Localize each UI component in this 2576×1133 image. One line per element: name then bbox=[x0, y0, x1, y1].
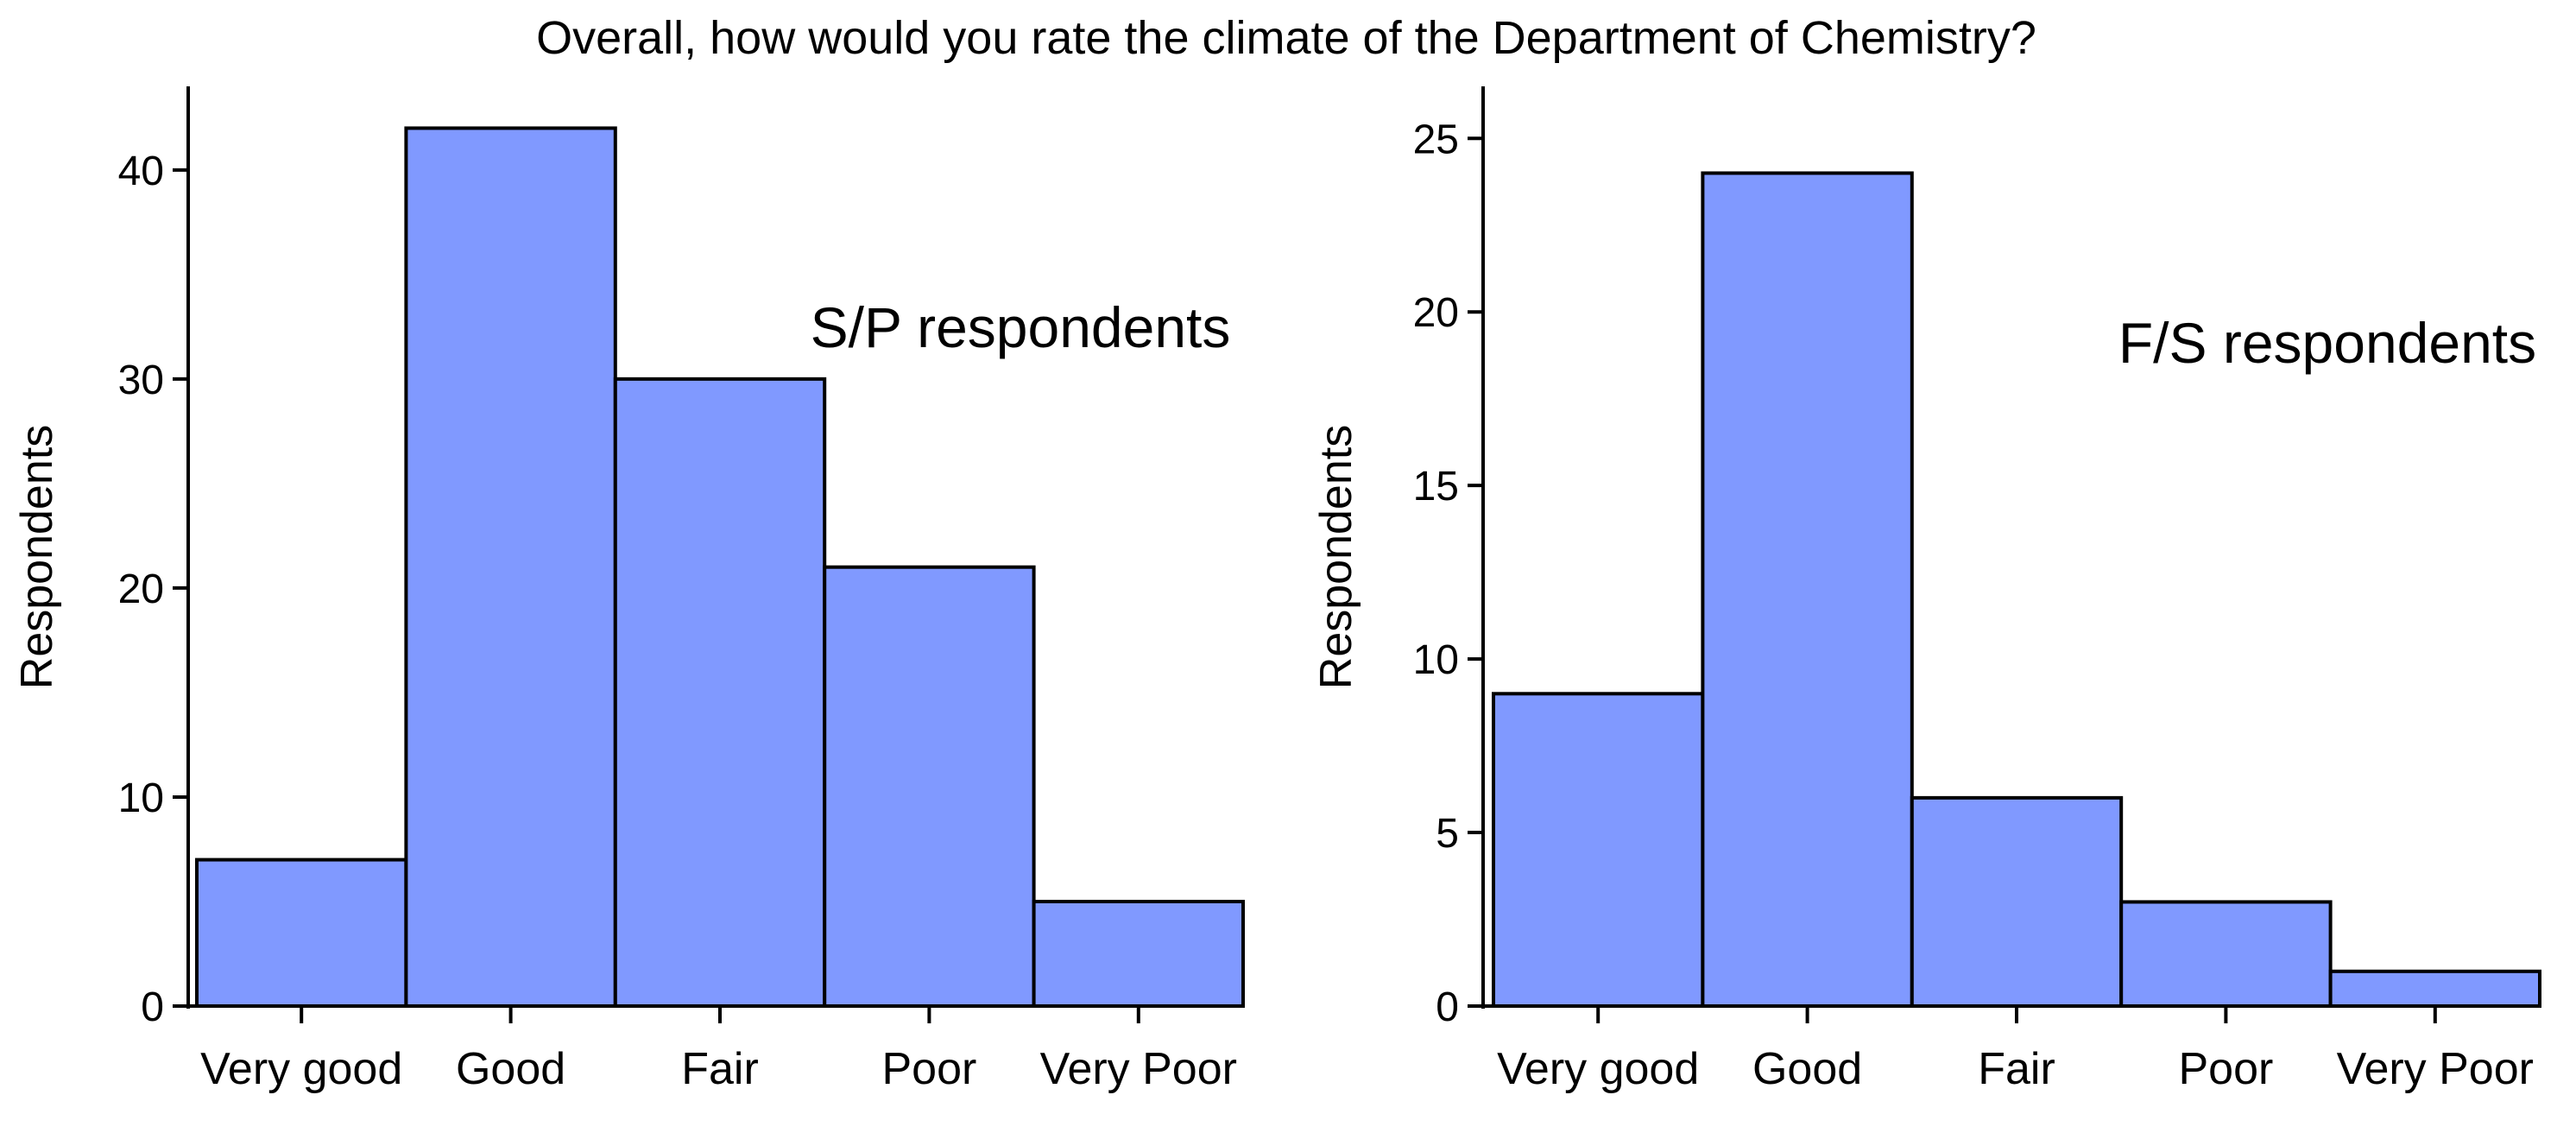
x-tick-label-sp: Very Poor bbox=[1040, 1044, 1237, 1094]
chart-panel-fs: F/S respondents Respondents 0 5 10 15 20 25 Ve… bbox=[1311, 86, 2542, 1094]
x-tick-label-fs: Very good bbox=[1497, 1044, 1699, 1094]
y-tick-label-sp: 10 bbox=[118, 775, 164, 821]
y-tick-label-fs: 25 bbox=[1413, 117, 1459, 162]
x-tick-label-sp: Fair bbox=[681, 1044, 759, 1094]
x-tick-label-fs: Fair bbox=[1978, 1044, 2055, 1094]
chart-panel-sp: S/P respondents Respondents 0 10 20 30 40 Ver… bbox=[12, 86, 1245, 1094]
bar-fs-poor bbox=[2119, 900, 2333, 1008]
panel-title-fs: F/S respondents bbox=[2118, 311, 2536, 375]
x-tick-label-sp: Very good bbox=[200, 1044, 402, 1094]
x-tick-label-sp: Poor bbox=[881, 1044, 976, 1094]
bar-sp-poor bbox=[823, 565, 1036, 1008]
y-tick-label-sp: 20 bbox=[118, 566, 164, 612]
y-tick-label-sp: 30 bbox=[118, 358, 164, 403]
x-tick-label-fs: Good bbox=[1752, 1044, 1862, 1094]
bar-fs-good bbox=[1701, 171, 1914, 1009]
y-tick-label-fs: 5 bbox=[1436, 811, 1459, 857]
bar-fs-fair bbox=[1910, 795, 2124, 1008]
y-tick-label-fs: 10 bbox=[1413, 637, 1459, 683]
bar-sp-very-poor bbox=[1032, 899, 1245, 1009]
y-tick-label-fs: 15 bbox=[1413, 464, 1459, 510]
y-tick-label-fs: 0 bbox=[1436, 984, 1459, 1030]
y-tick-label-fs: 20 bbox=[1413, 290, 1459, 336]
panel-title-sp: S/P respondents bbox=[811, 295, 1231, 359]
y-axis-label-fs: Respondents bbox=[1311, 425, 1361, 689]
y-tick-label-sp: 0 bbox=[141, 984, 164, 1030]
y-tick-label-sp: 40 bbox=[118, 149, 164, 194]
x-tick-label-fs: Very Poor bbox=[2337, 1044, 2534, 1094]
x-tick-label-fs: Poor bbox=[2178, 1044, 2273, 1094]
y-axis-label-sp: Respondents bbox=[12, 425, 62, 689]
bar-fs-very-poor bbox=[2328, 969, 2542, 1008]
bar-fs-very-good bbox=[1492, 692, 1705, 1008]
bar-sp-fair bbox=[613, 377, 827, 1008]
page-title: Overall, how would you rate the climate … bbox=[536, 12, 2036, 64]
x-tick-label-sp: Good bbox=[456, 1044, 565, 1094]
bar-sp-good bbox=[404, 126, 617, 1008]
bar-sp-very-good bbox=[195, 858, 408, 1008]
